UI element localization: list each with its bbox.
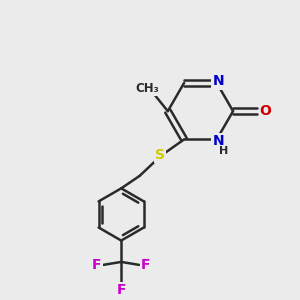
Text: S: S: [155, 148, 165, 161]
Text: F: F: [116, 283, 126, 297]
Text: F: F: [92, 258, 102, 272]
Text: N: N: [212, 134, 224, 148]
Text: H: H: [219, 146, 228, 156]
Text: O: O: [260, 104, 272, 118]
Text: CH₃: CH₃: [136, 82, 160, 95]
Text: F: F: [141, 258, 150, 272]
Text: N: N: [212, 74, 224, 88]
